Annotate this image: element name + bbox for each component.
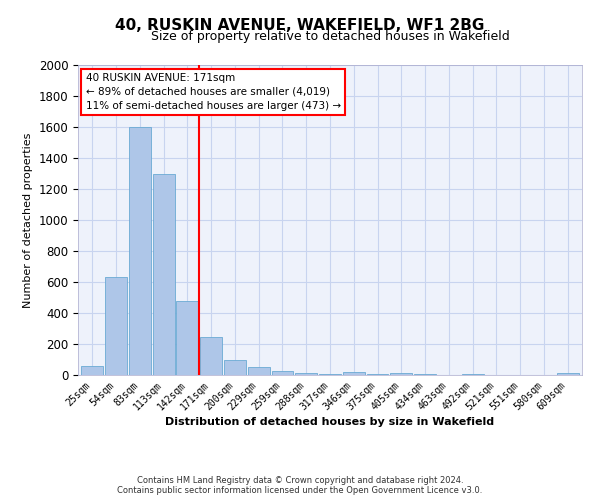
Bar [343, 372, 365, 375]
Text: 40, RUSKIN AVENUE, WAKEFIELD, WF1 2BG: 40, RUSKIN AVENUE, WAKEFIELD, WF1 2BG [115, 18, 485, 32]
Bar [319, 374, 341, 375]
Bar [200, 337, 222, 375]
Bar [557, 374, 578, 375]
Bar [129, 127, 151, 375]
Bar [152, 174, 175, 375]
Bar [295, 372, 317, 375]
Bar [391, 372, 412, 375]
X-axis label: Distribution of detached houses by size in Wakefield: Distribution of detached houses by size … [166, 418, 494, 428]
Bar [224, 360, 246, 375]
Bar [367, 374, 388, 375]
Text: Contains HM Land Registry data © Crown copyright and database right 2024.
Contai: Contains HM Land Registry data © Crown c… [118, 476, 482, 495]
Bar [248, 367, 269, 375]
Bar [105, 278, 127, 375]
Bar [414, 374, 436, 375]
Text: 40 RUSKIN AVENUE: 171sqm
← 89% of detached houses are smaller (4,019)
11% of sem: 40 RUSKIN AVENUE: 171sqm ← 89% of detach… [86, 72, 341, 111]
Bar [176, 302, 198, 375]
Title: Size of property relative to detached houses in Wakefield: Size of property relative to detached ho… [151, 30, 509, 43]
Y-axis label: Number of detached properties: Number of detached properties [23, 132, 33, 308]
Bar [82, 366, 103, 375]
Bar [272, 370, 293, 375]
Bar [462, 374, 484, 375]
